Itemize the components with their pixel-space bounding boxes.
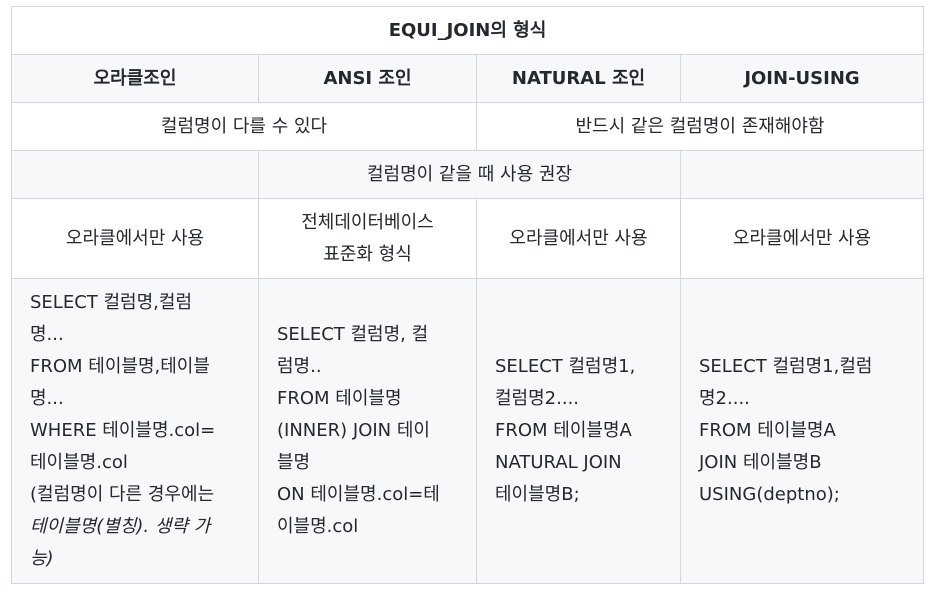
code-using: SELECT 컬럼명1,컬럼 명2.... FROM 테이블명A JOIN 테이… [680, 278, 924, 584]
usage-natural: 오라클에서만 사용 [476, 198, 681, 279]
code-line: FROM 테이블명A [699, 420, 836, 441]
title-row: EQUI_JOIN의 형식 [11, 6, 924, 55]
code-natural: SELECT 컬럼명1, 컬럼명2.... FROM 테이블명A NATURAL… [476, 278, 681, 584]
code-line: 명... [30, 324, 64, 345]
code-line: FROM 테이블명 [277, 388, 402, 409]
header-ansi-join: ANSI 조인 [258, 54, 477, 103]
usage-ansi-line1: 전체데이터베이스 [301, 211, 434, 233]
header-oracle-join: 오라클조인 [11, 54, 259, 103]
code-line: 블명 [277, 452, 311, 473]
code-line: WHERE 테이블명.col= [30, 420, 216, 441]
cell-columns-must-match: 반드시 같은 컬럼명이 존재해야함 [476, 102, 924, 151]
code-line: SELECT 컬럼명,컬럼 [30, 292, 193, 313]
code-line: USING(deptno); [699, 484, 840, 505]
code-line: 테이블명.col [30, 452, 128, 473]
table-title: EQUI_JOIN의 형식 [11, 6, 924, 55]
usage-oracle: 오라클에서만 사용 [11, 198, 259, 279]
code-ansi: SELECT 컬럼명, 컬 럼명.. FROM 테이블명 (INNER) JOI… [258, 278, 477, 584]
usage-using: 오라클에서만 사용 [680, 198, 924, 279]
header-natural-join: NATURAL 조인 [476, 54, 681, 103]
column-name-row: 컬럼명이 다를 수 있다 반드시 같은 컬럼명이 존재해야함 [11, 102, 924, 151]
code-line: 럼명.. [277, 356, 322, 377]
code-line: (컬럼명이 다른 경우에는 [30, 484, 215, 505]
code-line-italic: 테이블명(별칭). 생략 가 [30, 516, 211, 537]
code-line: ON 테이블명.col=테 [277, 484, 440, 505]
usage-ansi: 전체데이터베이스 표준화 형식 [258, 198, 477, 279]
code-line: SELECT 컬럼명1, [495, 356, 636, 377]
code-line: 이블명.col [277, 516, 359, 537]
code-line: 명... [30, 388, 64, 409]
equi-join-table: EQUI_JOIN의 형식 오라클조인 ANSI 조인 NATURAL 조인 J… [11, 6, 924, 584]
code-line: 컬럼명2.... [495, 388, 580, 409]
code-oracle: SELECT 컬럼명,컬럼 명... FROM 테이블명,테이블 명... WH… [11, 278, 259, 584]
usage-ansi-line2: 표준화 형식 [323, 243, 412, 265]
cell-empty-2 [680, 150, 924, 199]
header-row: 오라클조인 ANSI 조인 NATURAL 조인 JOIN-USING [11, 54, 924, 103]
usage-row: 오라클에서만 사용 전체데이터베이스 표준화 형식 오라클에서만 사용 오라클에… [11, 198, 924, 279]
code-line: SELECT 컬럼명1,컬럼 [699, 356, 873, 377]
code-line: 테이블명B; [495, 484, 580, 505]
code-line: NATURAL JOIN [495, 452, 622, 473]
cell-recommend: 컬럼명이 같을 때 사용 권장 [258, 150, 681, 199]
code-line: 명2.... [699, 388, 750, 409]
recommend-row: 컬럼명이 같을 때 사용 권장 [11, 150, 924, 199]
code-line: JOIN 테이블명B [699, 452, 822, 473]
code-row: SELECT 컬럼명,컬럼 명... FROM 테이블명,테이블 명... WH… [11, 278, 924, 584]
cell-columns-may-differ: 컬럼명이 다를 수 있다 [11, 102, 477, 151]
code-line: FROM 테이블명,테이블 [30, 356, 210, 377]
header-join-using: JOIN-USING [680, 54, 924, 103]
code-line: FROM 테이블명A [495, 420, 632, 441]
code-line: (INNER) JOIN 테이 [277, 420, 430, 441]
code-line-italic: 능) [30, 548, 54, 569]
cell-empty-1 [11, 150, 259, 199]
code-line: SELECT 컬럼명, 컬 [277, 324, 429, 345]
